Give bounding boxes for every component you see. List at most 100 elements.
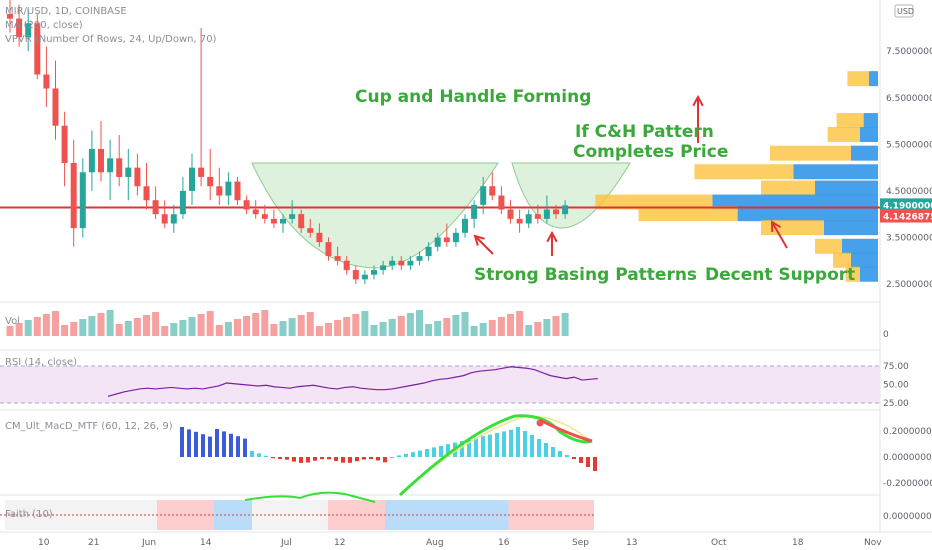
support-annotation: Decent Support bbox=[705, 265, 856, 285]
candle-body bbox=[107, 158, 114, 173]
support-arrow bbox=[771, 221, 788, 249]
volume-bar bbox=[15, 323, 23, 336]
volume-bar bbox=[361, 311, 369, 336]
candle-body bbox=[316, 232, 323, 243]
candle-body bbox=[534, 214, 541, 219]
volume-bar bbox=[252, 313, 260, 336]
macd-histogram-bar bbox=[299, 457, 303, 463]
macd-histogram-bar bbox=[355, 457, 359, 462]
volume-bar bbox=[215, 325, 223, 336]
candle-body bbox=[98, 149, 104, 173]
vpvr-down-bar bbox=[815, 180, 878, 196]
volume-bar bbox=[288, 318, 296, 336]
candle-body bbox=[489, 186, 496, 196]
candle-body bbox=[243, 200, 250, 210]
macd-histogram-bar bbox=[509, 429, 513, 457]
time-tick-label: 21 bbox=[88, 538, 99, 548]
macd-histogram-bar bbox=[257, 453, 261, 457]
time-tick-label: 13 bbox=[626, 538, 637, 548]
candle-body bbox=[170, 214, 177, 224]
candle-body bbox=[543, 209, 550, 219]
macd-histogram-bar bbox=[481, 436, 485, 457]
time-tick-label: 16 bbox=[498, 538, 510, 548]
macd-histogram-bar bbox=[411, 452, 415, 457]
candle-body bbox=[52, 88, 59, 126]
vpvr-down-bar bbox=[712, 194, 878, 210]
macd-histogram-bar bbox=[341, 457, 345, 463]
macd-histogram-bar bbox=[201, 434, 205, 457]
macd-histogram-bar bbox=[488, 434, 492, 457]
volume-bar bbox=[161, 326, 169, 336]
candle-body bbox=[398, 260, 405, 266]
volume-bar bbox=[52, 311, 59, 336]
rsi-tick-label: 25.00 bbox=[883, 399, 909, 409]
vpvr-up-bar bbox=[815, 238, 842, 254]
faith-background-bar bbox=[195, 500, 205, 530]
macd-histogram-bar bbox=[369, 457, 373, 460]
volume-tick-label: 0 bbox=[883, 330, 889, 340]
macd-histogram-bar bbox=[278, 457, 282, 460]
macd-histogram-bar bbox=[250, 451, 254, 457]
candle-body bbox=[352, 270, 359, 280]
candle-body bbox=[452, 232, 459, 243]
faith-background-bar bbox=[290, 500, 300, 530]
volume-bar bbox=[315, 326, 323, 336]
rsi-pane-label: RSI (14, close) bbox=[5, 357, 78, 368]
volume-bar bbox=[124, 321, 132, 336]
candle-body bbox=[343, 260, 350, 271]
rsi-tick-label: 50.00 bbox=[883, 381, 909, 391]
candle-body bbox=[234, 181, 241, 201]
volume-bar bbox=[452, 315, 460, 336]
basing-arrow-1 bbox=[474, 235, 494, 255]
faith-background-bar bbox=[489, 500, 499, 530]
macd-histogram-bar bbox=[516, 427, 520, 457]
macd-histogram-bar bbox=[327, 457, 331, 460]
volume-bar bbox=[279, 321, 287, 336]
faith-background-bar bbox=[413, 500, 423, 530]
macd-histogram-bar bbox=[530, 435, 534, 457]
volume-bar bbox=[106, 310, 114, 336]
volume-bar bbox=[243, 316, 251, 336]
macd-histogram-bar bbox=[404, 453, 408, 457]
candle-body bbox=[407, 260, 414, 266]
faith-background-bar bbox=[470, 500, 480, 530]
time-tick-label: Sep bbox=[572, 538, 589, 548]
vpvr-down-bar bbox=[860, 127, 878, 143]
faith-tick-label: 0.00000000 bbox=[883, 512, 932, 522]
candle-body bbox=[179, 190, 186, 215]
macd-histogram-bar bbox=[502, 431, 506, 457]
time-tick-label: Jun bbox=[141, 538, 156, 548]
macd-histogram-bar bbox=[390, 457, 394, 458]
macd-histogram-bar bbox=[495, 433, 499, 457]
time-tick-label: 14 bbox=[200, 538, 212, 548]
volume-bar bbox=[170, 323, 178, 336]
macd-histogram-bar bbox=[446, 444, 450, 457]
macd-histogram-bar bbox=[537, 439, 541, 457]
candle-body bbox=[361, 274, 368, 280]
vpvr-down-bar bbox=[793, 164, 878, 180]
cup-shape bbox=[251, 162, 499, 269]
vpvr-up-bar bbox=[827, 127, 860, 143]
vpvr-up-bar bbox=[845, 266, 860, 282]
volume-bar bbox=[115, 324, 123, 336]
candle-body bbox=[389, 260, 396, 266]
candle-body bbox=[380, 265, 387, 271]
volume-bar bbox=[461, 312, 469, 336]
basing-annotation: Strong Basing Patterns bbox=[474, 265, 698, 285]
faith-background-bar bbox=[119, 500, 129, 530]
macd-histogram-bar bbox=[558, 451, 562, 457]
macd-histogram-bar bbox=[187, 429, 191, 457]
volume-bar bbox=[543, 319, 551, 336]
faith-background-bar bbox=[499, 500, 509, 530]
macd-line-down bbox=[539, 418, 593, 443]
handle-shape bbox=[511, 162, 631, 229]
macd-histogram-bar bbox=[523, 431, 527, 457]
candle-body bbox=[298, 214, 305, 229]
volume-bar bbox=[479, 323, 487, 336]
vpvr-indicator-label: VPVR (Number Of Rows, 24, Up/Down, 70) bbox=[5, 34, 217, 45]
macd-histogram-bar bbox=[229, 433, 233, 457]
candle-body bbox=[334, 256, 341, 261]
macd-tick-label: 0.20000000 bbox=[883, 427, 932, 437]
price-tick-label: 4.50000000 bbox=[886, 187, 932, 197]
volume-bar bbox=[516, 311, 524, 336]
